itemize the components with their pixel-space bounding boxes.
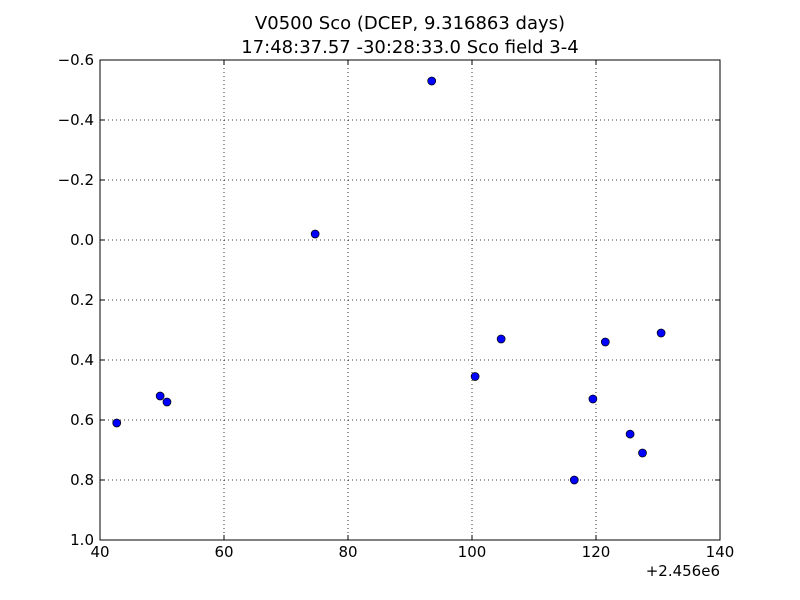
- x-tick-label: 120: [582, 543, 611, 561]
- x-tick-label: 60: [214, 543, 233, 561]
- data-points: [112, 76, 666, 485]
- y-tick-label: 0.0: [70, 231, 94, 249]
- y-tick-label: 0.2: [70, 291, 94, 309]
- grid: [100, 60, 720, 540]
- chart-subtitle: 17:48:37.57 -30:28:33.0 Sco field 3-4: [241, 37, 578, 58]
- data-point: [588, 394, 598, 404]
- y-tick-label: −0.6: [58, 51, 94, 69]
- tick-labels: 40 60 80 100 120 140 −0.6 −0.4 −0.2 0.0 0.2 0.4 0.6 0…: [58, 51, 735, 561]
- data-point: [162, 397, 172, 407]
- data-point: [496, 334, 506, 344]
- x-tick-label: 80: [338, 543, 357, 561]
- data-point: [427, 76, 437, 86]
- data-point: [112, 418, 122, 428]
- data-point: [569, 475, 579, 485]
- data-point: [470, 372, 480, 381]
- chart-title: V0500 Sco (DCEP, 9.316863 days): [255, 13, 565, 34]
- plot-frame: [99, 59, 721, 541]
- data-point: [656, 328, 666, 338]
- x-tick-label: 100: [458, 543, 487, 561]
- data-point: [625, 429, 635, 439]
- data-point: [638, 448, 647, 458]
- y-tick-label: −0.4: [58, 111, 94, 129]
- data-point: [310, 229, 320, 239]
- y-tick-label: −0.2: [58, 171, 94, 189]
- x-tick-label: 140: [706, 543, 735, 561]
- y-tick-label: 0.6: [70, 411, 94, 429]
- data-point: [600, 337, 610, 347]
- y-tick-label: 0.4: [70, 351, 94, 369]
- x-tick-label: 40: [90, 543, 109, 561]
- y-tick-label: 0.8: [70, 471, 94, 489]
- x-offset-label: +2.456e6: [646, 562, 720, 580]
- data-point: [155, 391, 165, 401]
- y-tick-label: 1.0: [70, 531, 94, 549]
